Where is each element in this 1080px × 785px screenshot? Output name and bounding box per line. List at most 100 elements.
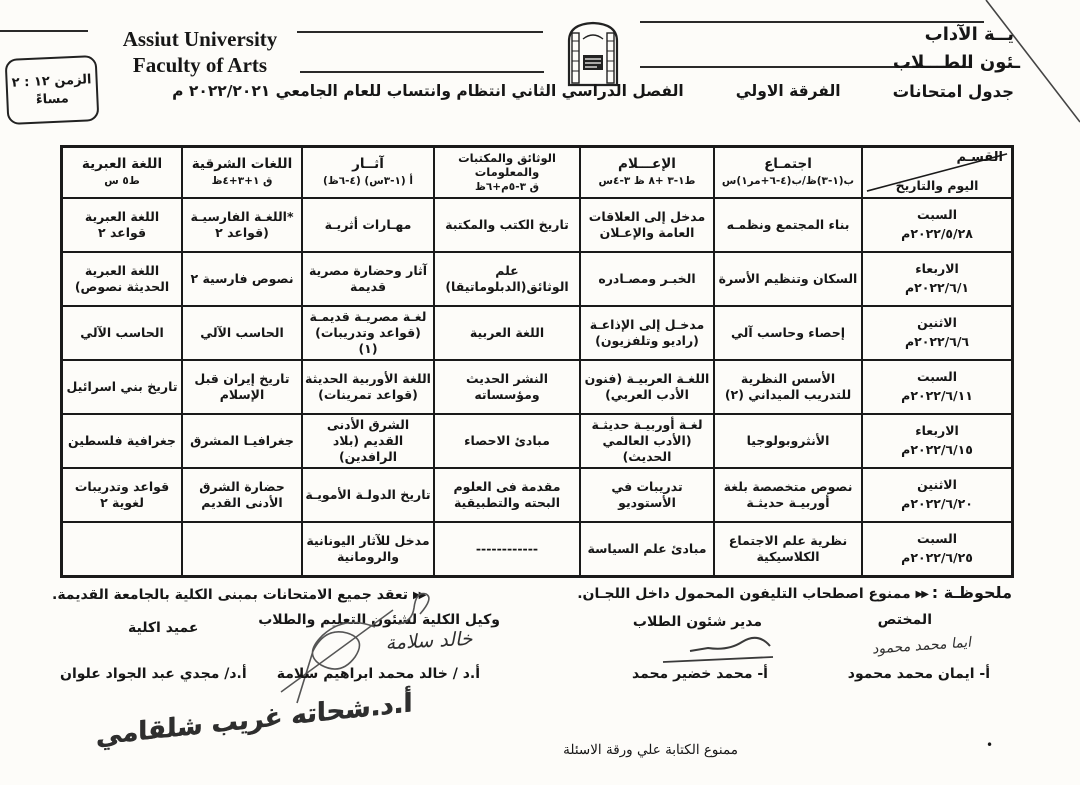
fast-forward-icon: ▶▶ — [915, 589, 929, 600]
no-writing-note: ممنوع الكتابة علي ورقة الاسئلة — [563, 742, 738, 758]
exam-cell: علم الوثائق(الدبلوماتيقا) — [434, 251, 580, 306]
exam-cell: اللغـة العربيـة (فنون الأدب العربي) — [580, 359, 714, 414]
signatory-title-student-affairs-director: مدير شئون الطلاب — [632, 614, 762, 630]
day-date-cell: السبت ٢٠٢٢/٦/١١م — [862, 359, 1012, 414]
exam-time: الزمن ١٢ : ٢ — [11, 71, 92, 91]
corner-label-day-date: اليوم والتاريخ — [895, 177, 979, 193]
exam-cell: مهـارات أثريـة — [302, 197, 434, 252]
exam-cell: بناء المجتمع ونظمـه — [714, 197, 862, 252]
divider — [297, 31, 543, 33]
schedule-label: جدول امتحانات — [892, 82, 1014, 101]
column-schedule-code: ق ١+٣+٤ظ — [211, 174, 273, 187]
exam-cell: الخبـر ومصـادره — [580, 251, 714, 306]
corner-diagonal — [866, 153, 1008, 192]
exam-cell: الحاسب الآلي — [62, 305, 182, 360]
exam-cell: النشر الحديث ومؤسساته — [434, 359, 580, 414]
exam-cell: مبادئ الاحصاء — [434, 413, 580, 468]
exam-cell: نصوص فارسية ٢ — [182, 251, 302, 306]
column-header-archaeology: آثــار أ (١-٣س) (٤-٦ظ) — [302, 147, 434, 198]
exam-date: ٢٠٢٢/٦/٦م — [904, 333, 970, 349]
exam-schedule-table: القسـم اليوم والتاريخ اجتمـاع ب(١-٣)ظ/ب(… — [60, 145, 1014, 578]
column-schedule-code: أ (١-٣س) (٤-٦ظ) — [323, 174, 413, 187]
university-name-en: Assiut University — [122, 27, 278, 51]
specialist-signature: ايما محمد محمود — [871, 634, 974, 658]
table-row: الاربعاء ٢٠٢٢/٦/١٥م الأنثروبولوجيا لغـة … — [62, 413, 1012, 468]
exam-cell: الأنثروبولوجيا — [714, 413, 862, 468]
exam-cell: مدخل للآثار اليونانية والرومانية — [302, 521, 434, 576]
column-header-hebrew: اللغة العبرية ط٥ س — [62, 147, 182, 198]
divider — [640, 21, 984, 23]
column-schedule-code: ب(١-٣)ظ/ب(٤-٦+مر١)س — [721, 174, 855, 187]
day-date-cell: السبت ٢٠٢٢/٦/٢٥م — [862, 521, 1012, 576]
column-title: آثــار — [352, 156, 384, 173]
day-date-cell: السبت ٢٠٢٢/٥/٢٨م — [862, 197, 1012, 252]
term-title: الفصل الدراسي الثاني انتظام وانتساب للعا… — [172, 82, 684, 100]
exam-cell: مقدمة فى العلوم البحته والتطبيقية — [434, 467, 580, 522]
note-label: ملحوظـة : — [931, 583, 1012, 602]
exam-cell: قواعد وتدريبات لغوية ٢ — [62, 467, 182, 522]
table-row: السبت ٢٠٢٢/٦/٢٥م نظرية علم الاجتماع الكل… — [62, 521, 1012, 576]
table-row: السبت ٢٠٢٢/٥/٢٨م بناء المجتمع ونظمـه مدخ… — [62, 197, 1012, 252]
corner-cell: القسـم اليوم والتاريخ — [862, 147, 1012, 198]
exam-cell: *اللغـة الفارسيـة (قواعد ٢ — [182, 197, 302, 252]
exam-cell: الشرق الأدنى القديم (بلاد الرافدين) — [302, 413, 434, 468]
director-name: أ- محمد خضير محمد — [631, 666, 768, 682]
exam-date: ٢٠٢٢/٦/٢٠م — [901, 495, 973, 511]
exam-day: السبت — [916, 207, 958, 223]
exam-cell: لغـة أوربيـة حديثـة (الأدب العالمي الحدي… — [580, 413, 714, 468]
exam-date: ٢٠٢٢/٦/١٥م — [901, 441, 973, 457]
column-header-documents-libraries: الوثائق والمكتبات والمعلومات ق ٣-٥م+٦ظ — [434, 147, 580, 198]
divider — [640, 66, 972, 68]
exam-cell: ------------ — [434, 521, 580, 576]
table-row: السبت ٢٠٢٢/٦/١١م الأسس النظرية للتدريب ا… — [62, 359, 1012, 414]
column-title: الوثائق والمكتبات والمعلومات — [458, 150, 556, 180]
exam-cell: اللغة العبرية قواعد ٢ — [62, 197, 182, 252]
bullet-mark: • — [986, 738, 994, 752]
exam-cell: تاريخ الكتب والمكتبة — [434, 197, 580, 252]
exam-cell: تدريبات في الأستوديو — [580, 467, 714, 522]
faculty-name-ar: يــة الآداب — [924, 24, 1014, 45]
signatory-title-dean: عميد اكلية — [128, 620, 199, 636]
exam-cell: حضارة الشرق الأدنى القديم — [182, 467, 302, 522]
divider — [300, 71, 544, 73]
exam-cell: تاريخ الدولـة الأمويـة — [302, 467, 434, 522]
grade-label: الفرقة الاولي — [735, 82, 841, 100]
exam-date: ٢٠٢٢/٦/٢٥م — [901, 549, 973, 565]
exam-cell: اللغة الأوربية الحديثة (قواعد تمرينات) — [302, 359, 434, 414]
university-logo — [567, 21, 619, 87]
exam-cell: مبادئ علم السياسة — [580, 521, 714, 576]
note-phones-text: ممنوع اصطحاب التليفون المحمول داخل اللجـ… — [577, 586, 911, 602]
day-date-cell: الاثنين ٢٠٢٢/٦/٢٠م — [862, 467, 1012, 522]
table-row: الاربعاء ٢٠٢٢/٦/١م السكان وتنظيم الأسرة … — [62, 251, 1012, 306]
exam-day: الاثنين — [917, 315, 957, 331]
exam-cell: نصوص متخصصة بلغة أوربيـة حديثـة — [714, 467, 862, 522]
exam-cell: تاريخ بني اسرائيل — [62, 359, 182, 414]
note-venue: ▶▶ تعقد جميع الامتحانات بمبنى الكلية بال… — [52, 587, 426, 603]
exam-time-box: الزمن ١٢ : ٢ مساءً — [4, 55, 100, 125]
exam-cell: اللغة العربية — [434, 305, 580, 360]
day-date-cell: الاثنين ٢٠٢٢/٦/٦م — [862, 305, 1012, 360]
column-schedule-code: ق ٣-٥م+٦ظ — [474, 181, 540, 194]
note-phones: ملحوظـة : ▶▶ ممنوع اصطحاب التليفون المحم… — [577, 583, 1012, 602]
table-row: الاثنين ٢٠٢٢/٦/٢٠م نصوص متخصصة بلغة أورب… — [62, 467, 1012, 522]
column-schedule-code: ط٥ س — [104, 174, 140, 187]
exam-cell: نظرية علم الاجتماع الكلاسيكية — [714, 521, 862, 576]
day-date-cell: الاربعاء ٢٠٢٢/٦/١م — [862, 251, 1012, 306]
exam-cell — [62, 521, 182, 576]
director-signature-scribble — [662, 636, 774, 663]
exam-date: ٢٠٢٢/٦/١١م — [901, 387, 973, 403]
vice-dean-signature: خالد سلامة — [384, 627, 477, 655]
exam-cell: آثار وحضارة مصرية قديمة — [302, 251, 434, 306]
dean-name: أ.د/ مجدي عبد الجواد علوان — [60, 666, 247, 682]
column-header-media: الإعـــلام ط١-٣ +٨ ظ ٣-٤س — [580, 147, 714, 198]
exam-cell: تاريخ إيران قبل الإسلام — [182, 359, 302, 414]
signatory-title-specialist: المختص — [877, 612, 932, 628]
exam-cell: إحصاء وحاسب آلي — [714, 305, 862, 360]
exam-date: ٢٠٢٢/٦/١م — [904, 279, 970, 295]
table-row: الاثنين ٢٠٢٢/٦/٦م إحصاء وحاسب آلي مدخـل … — [62, 305, 1012, 360]
exam-day: السبت — [916, 369, 958, 385]
exam-cell: جغرافية فلسطين — [62, 413, 182, 468]
column-title: اللغات الشرقية — [191, 156, 293, 173]
column-title: الإعـــلام — [618, 156, 676, 173]
